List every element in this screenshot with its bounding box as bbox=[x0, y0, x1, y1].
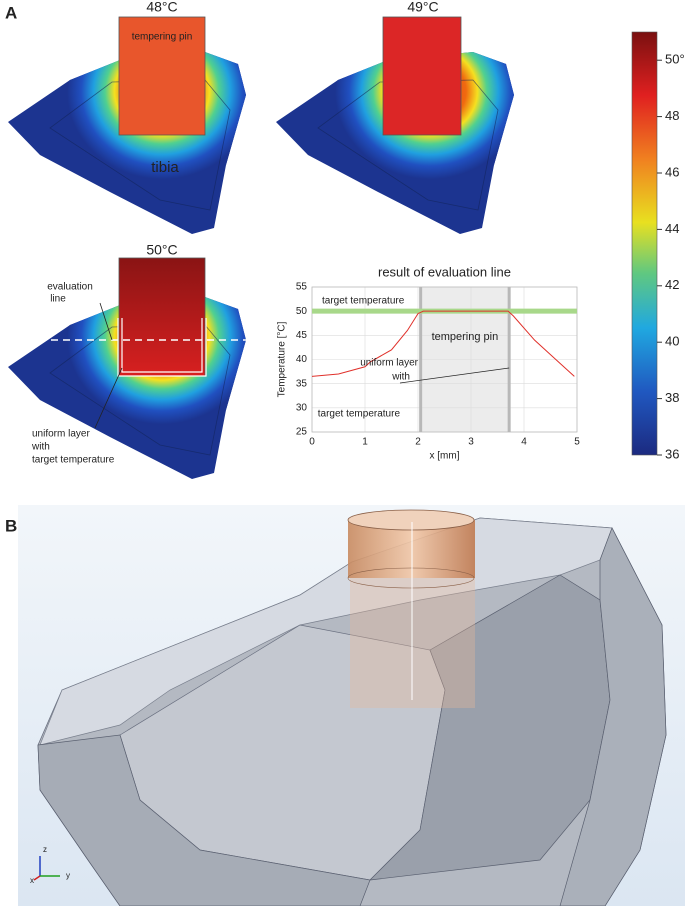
layer-label: uniform layer bbox=[360, 358, 418, 369]
y-tick-label: 30 bbox=[296, 402, 308, 413]
target-label: target temperature bbox=[322, 296, 405, 307]
image-title: 50°C bbox=[146, 242, 177, 258]
y-tick-label: 55 bbox=[296, 282, 308, 293]
pin-label: tempering pin bbox=[432, 331, 499, 343]
y-tick-label: 35 bbox=[296, 378, 308, 389]
pin-label: tempering pin bbox=[132, 32, 193, 43]
x-tick-label: 0 bbox=[309, 437, 315, 448]
layer-label: with bbox=[31, 442, 50, 453]
data-line bbox=[311, 310, 575, 377]
leader-line bbox=[99, 302, 113, 341]
x-tick-label: 1 bbox=[362, 437, 368, 448]
y-axis-label: Temperature [°C] bbox=[277, 321, 288, 397]
tempering-pin-model bbox=[347, 509, 475, 708]
colorbar-tick-label: 48 bbox=[665, 108, 679, 123]
colorbar-tick-label: 38 bbox=[665, 390, 679, 405]
y-tick-label: 45 bbox=[296, 330, 308, 341]
x-tick-label: 5 bbox=[574, 437, 580, 448]
image-title: 48°C bbox=[146, 0, 177, 15]
bone-label: tibia bbox=[151, 159, 179, 176]
colorbar bbox=[631, 31, 658, 456]
panel-label: A bbox=[5, 3, 17, 22]
y-tick-label: 50 bbox=[296, 306, 308, 317]
x-tick-label: 3 bbox=[468, 437, 474, 448]
evaluation-label: evaluation bbox=[47, 282, 93, 293]
y-tick-label: 25 bbox=[296, 427, 308, 438]
layer-label: target temperature bbox=[32, 455, 115, 466]
image-title: 49°C bbox=[407, 0, 438, 15]
evaluation-label: line bbox=[50, 294, 66, 305]
plot-frame bbox=[311, 286, 578, 433]
uniform-layer-outline bbox=[117, 318, 207, 377]
leader-line bbox=[399, 367, 510, 384]
x-axis-label: x [mm] bbox=[430, 451, 460, 462]
colorbar-tick-label: 42 bbox=[665, 277, 679, 292]
colorbar-tick-label: 36 bbox=[665, 446, 679, 461]
axis-label: y bbox=[66, 871, 70, 880]
layer-label: with bbox=[391, 372, 410, 383]
colorbar-tick-label: 50°C bbox=[665, 52, 685, 67]
colorbar-tick-label: 40 bbox=[665, 334, 679, 349]
colorbar-tick-label: 46 bbox=[665, 164, 679, 179]
pin bbox=[382, 16, 462, 136]
x-tick-label: 2 bbox=[415, 437, 421, 448]
layer-label: uniform layer bbox=[32, 429, 90, 440]
axis-triad: z x y bbox=[30, 845, 70, 885]
pin bbox=[118, 257, 206, 377]
layer-label: target temperature bbox=[318, 409, 401, 420]
colorbar-tick-label: 44 bbox=[665, 221, 679, 236]
y-tick-label: 40 bbox=[296, 354, 308, 365]
axis-label: z bbox=[43, 845, 47, 854]
leader-line bbox=[94, 367, 123, 429]
chart-title: result of evaluation line bbox=[378, 264, 511, 279]
x-tick-label: 4 bbox=[521, 437, 527, 448]
axis-label: x bbox=[30, 876, 34, 885]
colorbar-ticks: 36 38 40 42 44 46 48 50°C bbox=[657, 52, 685, 461]
panel-label: B bbox=[5, 516, 17, 535]
pin bbox=[118, 16, 206, 136]
